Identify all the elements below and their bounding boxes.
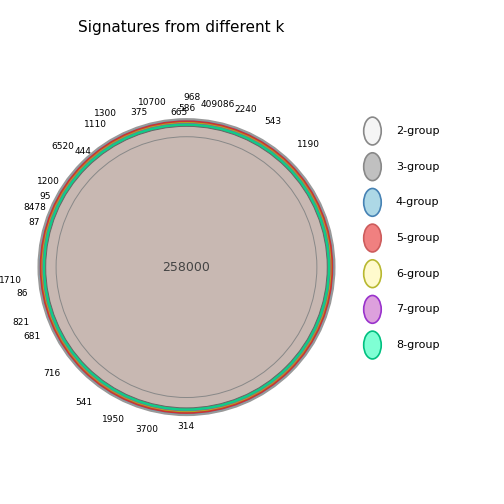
Text: 8478: 8478 [23,203,46,212]
Text: 7-group: 7-group [396,304,439,314]
Text: 821: 821 [13,318,30,327]
Text: 968: 968 [183,93,201,102]
Text: Signatures from different k: Signatures from different k [78,20,285,35]
Text: 681: 681 [23,332,40,341]
Text: 543: 543 [264,117,281,126]
Text: 541: 541 [75,398,92,407]
Text: 1200: 1200 [37,177,59,186]
Text: 716: 716 [43,368,60,377]
Text: 3-group: 3-group [396,162,439,172]
Text: 2-group: 2-group [396,126,439,136]
Circle shape [364,188,381,216]
Text: 2240: 2240 [235,105,258,114]
Circle shape [364,153,381,180]
Circle shape [364,295,381,323]
Text: 1710: 1710 [0,276,22,285]
Text: 3700: 3700 [135,425,158,434]
Text: 1190: 1190 [297,140,320,149]
Text: 1950: 1950 [102,415,124,424]
Text: 87: 87 [29,218,40,227]
Text: 4-group: 4-group [396,198,439,207]
Circle shape [46,127,327,408]
Text: 444: 444 [74,147,91,156]
Circle shape [364,224,381,252]
Circle shape [364,117,381,145]
Text: 8-group: 8-group [396,340,439,350]
Text: 314: 314 [178,422,195,431]
Text: 5-group: 5-group [396,233,439,243]
Circle shape [364,331,381,359]
Text: 409086: 409086 [201,100,235,109]
Text: 586: 586 [178,104,196,113]
Text: 258000: 258000 [163,261,210,274]
Circle shape [38,119,335,415]
Text: 6520: 6520 [51,142,74,151]
Text: 665: 665 [170,108,187,117]
Text: 375: 375 [130,108,147,117]
Text: 1300: 1300 [94,109,117,118]
Text: 95: 95 [39,192,51,201]
Text: 10700: 10700 [138,98,167,107]
Circle shape [364,260,381,288]
Text: 1110: 1110 [84,119,106,129]
Text: 86: 86 [17,289,28,298]
Text: 6-group: 6-group [396,269,439,279]
